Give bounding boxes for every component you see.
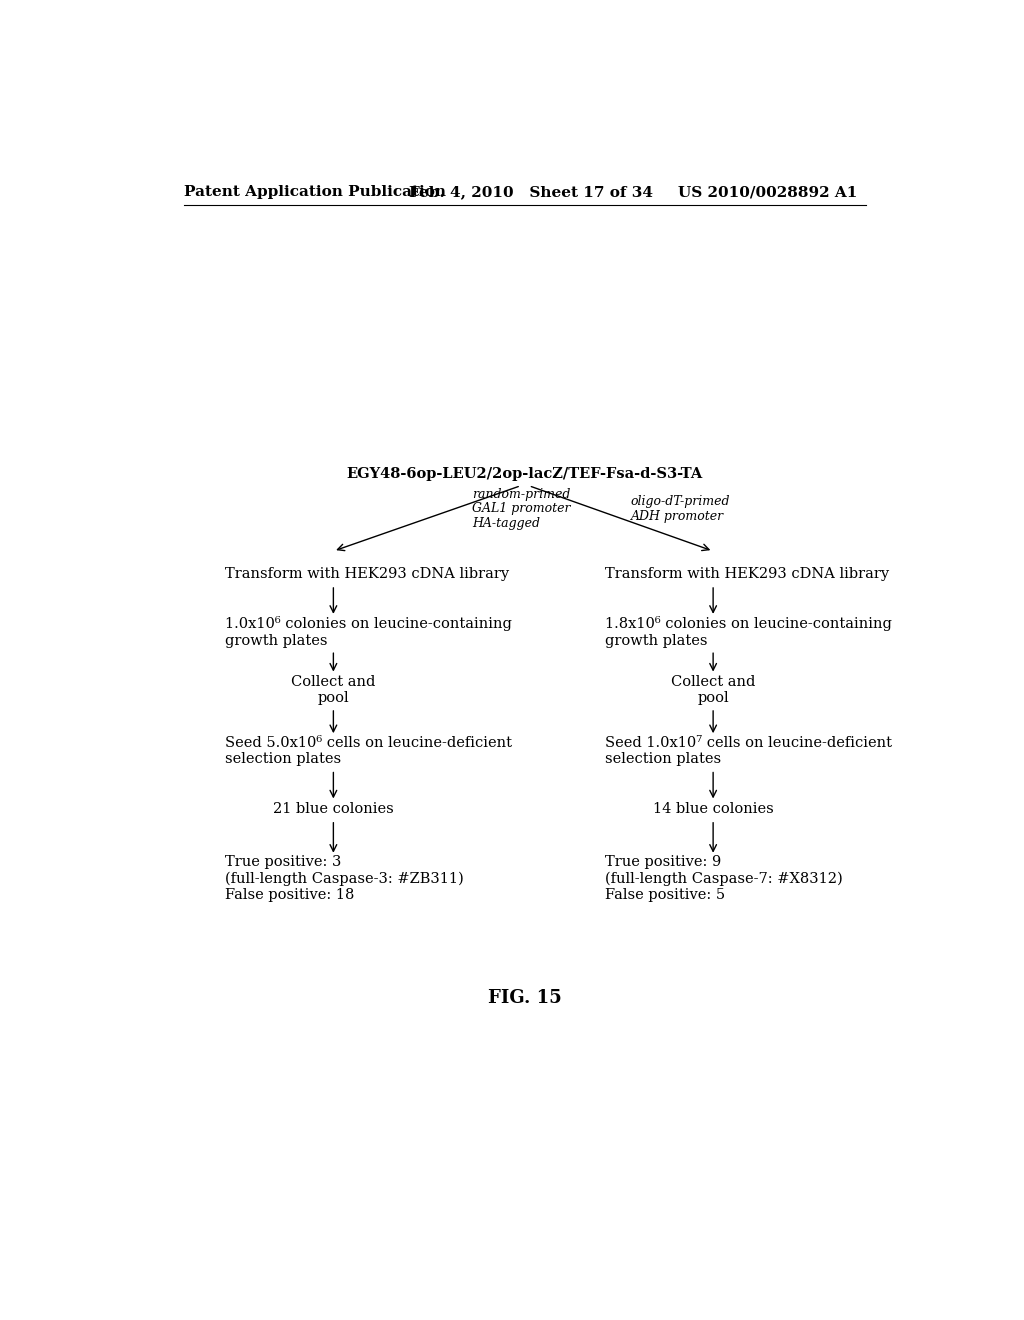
Text: Collect and
pool: Collect and pool (671, 675, 756, 705)
Text: ADH promoter: ADH promoter (631, 510, 724, 523)
Text: Patent Application Publication: Patent Application Publication (183, 185, 445, 199)
Text: Transform with HEK293 cDNA library: Transform with HEK293 cDNA library (604, 568, 889, 581)
Text: Feb. 4, 2010   Sheet 17 of 34: Feb. 4, 2010 Sheet 17 of 34 (409, 185, 652, 199)
Text: Transform with HEK293 cDNA library: Transform with HEK293 cDNA library (225, 568, 509, 581)
Text: random-primed: random-primed (472, 487, 570, 500)
Text: Collect and
pool: Collect and pool (291, 675, 376, 705)
Text: EGY48-6op-LEU2/2op-lacZ/TEF-Fsa-d-S3-TA: EGY48-6op-LEU2/2op-lacZ/TEF-Fsa-d-S3-TA (347, 467, 702, 480)
Text: GAL1 promoter: GAL1 promoter (472, 502, 570, 515)
Text: 21 blue colonies: 21 blue colonies (273, 803, 394, 816)
Text: 1.8x10⁶ colonies on leucine-containing
growth plates: 1.8x10⁶ colonies on leucine-containing g… (604, 616, 892, 648)
Text: US 2010/0028892 A1: US 2010/0028892 A1 (678, 185, 858, 199)
Text: True positive: 9
(full-length Caspase-7: #X8312)
False positive: 5: True positive: 9 (full-length Caspase-7:… (604, 855, 843, 902)
Text: 14 blue colonies: 14 blue colonies (652, 803, 773, 816)
Text: HA-tagged: HA-tagged (472, 517, 540, 529)
Text: FIG. 15: FIG. 15 (487, 989, 562, 1007)
Text: Seed 1.0x10⁷ cells on leucine-deficient
selection plates: Seed 1.0x10⁷ cells on leucine-deficient … (604, 737, 892, 767)
Text: True positive: 3
(full-length Caspase-3: #ZB311)
False positive: 18: True positive: 3 (full-length Caspase-3:… (225, 855, 464, 902)
Text: Seed 5.0x10⁶ cells on leucine-deficient
selection plates: Seed 5.0x10⁶ cells on leucine-deficient … (225, 737, 512, 767)
Text: oligo-dT-primed: oligo-dT-primed (631, 495, 730, 508)
Text: 1.0x10⁶ colonies on leucine-containing
growth plates: 1.0x10⁶ colonies on leucine-containing g… (225, 616, 512, 648)
